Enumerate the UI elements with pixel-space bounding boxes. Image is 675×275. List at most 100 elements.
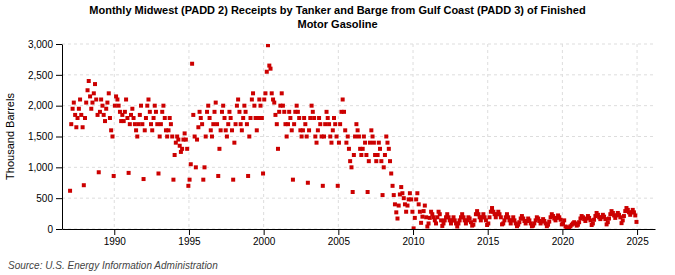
point (412, 226, 416, 229)
y-axis-tick-mark (56, 137, 62, 138)
point (316, 128, 320, 132)
point (372, 141, 376, 145)
point (323, 122, 327, 126)
point (352, 153, 356, 157)
y-axis-tick-label: 0 (47, 224, 53, 235)
point (376, 153, 380, 157)
point (410, 210, 414, 214)
point (517, 220, 521, 224)
point (127, 171, 131, 175)
x-axis-tick: 2005 (328, 229, 351, 247)
point (280, 91, 284, 95)
point (265, 70, 269, 74)
point (84, 101, 88, 105)
point (262, 98, 266, 102)
point (130, 107, 134, 111)
point (104, 107, 108, 111)
point (208, 116, 212, 120)
point (171, 178, 175, 182)
point (270, 91, 274, 95)
point (97, 170, 101, 174)
x-axis-tick: 1990 (104, 229, 127, 247)
x-axis-tick: 2010 (402, 229, 425, 247)
point (346, 135, 350, 139)
point (214, 101, 218, 105)
point (562, 218, 566, 222)
point (239, 122, 243, 126)
y-axis-tick-mark (56, 75, 62, 76)
point (138, 113, 142, 117)
point (328, 135, 332, 139)
point (211, 122, 215, 126)
grid (62, 44, 655, 229)
point (300, 135, 304, 139)
point (206, 104, 210, 108)
point (94, 98, 98, 102)
point (82, 183, 86, 187)
point (240, 128, 244, 132)
point (305, 135, 309, 139)
point (382, 165, 386, 169)
x-grid-line (637, 44, 638, 229)
point (186, 184, 190, 188)
point (282, 110, 286, 114)
point (471, 223, 475, 227)
x-axis-tick-mark (562, 229, 563, 235)
point (199, 116, 203, 120)
point (606, 220, 610, 224)
point (487, 215, 491, 219)
point (167, 128, 171, 132)
point (325, 110, 329, 114)
point (261, 172, 265, 176)
point (391, 184, 395, 188)
point (137, 122, 141, 126)
point (185, 147, 189, 151)
y-axis-tick: 1,500 (28, 131, 62, 142)
point (288, 116, 292, 120)
y-axis-tick-mark (56, 106, 62, 107)
point (170, 135, 174, 139)
point (317, 116, 321, 120)
point (359, 153, 363, 157)
point (276, 147, 280, 151)
point (194, 165, 198, 169)
point (621, 218, 625, 222)
point (78, 98, 82, 102)
y-axis-tick: 2,500 (28, 70, 62, 81)
title-line: Monthly Midwest (PADD 2) Receipts by Tan… (89, 4, 585, 16)
point (163, 116, 167, 120)
point (277, 110, 281, 114)
x-axis-tick-label: 2000 (253, 236, 276, 247)
point (422, 209, 426, 213)
point (117, 104, 121, 108)
point (310, 104, 314, 108)
point (259, 104, 263, 108)
point (321, 184, 325, 188)
point (348, 159, 352, 163)
point (369, 128, 373, 132)
point (374, 159, 378, 163)
x-axis-tick: 2015 (477, 229, 500, 247)
point (191, 113, 195, 117)
x-axis-tick: 2020 (552, 229, 575, 247)
point (301, 128, 305, 132)
point (499, 215, 503, 219)
point (413, 216, 417, 220)
point (108, 116, 112, 120)
point (154, 110, 158, 114)
y-grid-line (62, 44, 655, 45)
point (110, 135, 114, 139)
point (68, 189, 72, 193)
x-axis-tick: 2025 (626, 229, 649, 247)
point (405, 204, 409, 208)
point (295, 104, 299, 108)
y-axis-tick-mark (56, 167, 62, 168)
point (169, 122, 173, 126)
x-axis-tick-label: 2015 (477, 236, 500, 247)
point (417, 202, 421, 206)
point (290, 128, 294, 132)
point (434, 221, 438, 225)
point (313, 135, 317, 139)
point (250, 98, 254, 102)
point (90, 101, 94, 105)
